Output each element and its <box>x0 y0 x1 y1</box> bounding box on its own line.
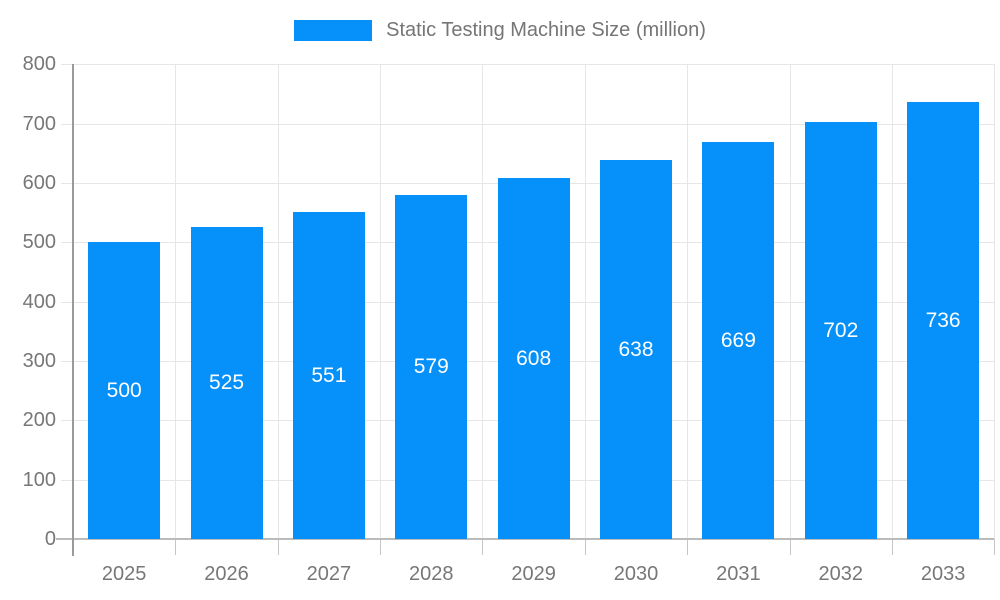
x-axis-tick <box>687 539 689 555</box>
x-axis-tick <box>584 539 586 555</box>
x-axis-tick <box>994 539 996 555</box>
y-axis-label: 800 <box>22 53 56 76</box>
y-axis-label: 300 <box>22 349 56 372</box>
bar-2032: 702 <box>804 122 877 539</box>
legend-item[interactable]: Static Testing Machine Size (million) <box>0 19 1000 42</box>
x-axis-tick <box>789 539 791 555</box>
bar-value-label: 579 <box>413 355 449 379</box>
x-gridline <box>277 64 279 539</box>
x-axis-label: 2031 <box>716 563 761 585</box>
x-axis-label: 2026 <box>204 563 249 585</box>
y-axis-label: 600 <box>22 171 56 194</box>
bar-value-label: 551 <box>311 363 347 387</box>
bar-2027: 551 <box>292 212 365 539</box>
x-axis-tick <box>380 539 382 555</box>
bar-2026: 525 <box>190 227 263 539</box>
x-gridline <box>891 64 893 539</box>
x-axis-label: 2025 <box>101 563 147 585</box>
bar-value-label: 669 <box>720 328 756 352</box>
bar-2028: 579 <box>395 195 468 539</box>
y-axis-label: 200 <box>22 409 56 432</box>
x-gridline <box>380 64 382 539</box>
y-gridline <box>61 64 995 66</box>
x-axis-tick <box>891 539 893 555</box>
y-axis-line <box>72 64 74 556</box>
y-axis-label: 700 <box>22 112 56 135</box>
x-axis-label: 2032 <box>818 563 863 585</box>
x-axis-label: 2030 <box>613 563 659 585</box>
x-axis-tick <box>277 539 279 555</box>
x-gridline <box>175 64 177 539</box>
x-gridline <box>994 64 996 539</box>
y-axis-label: 500 <box>22 231 56 254</box>
bar-2033: 736 <box>907 102 980 539</box>
x-gridline <box>584 64 586 539</box>
bar-2025: 500 <box>88 242 161 539</box>
x-gridline <box>789 64 791 539</box>
x-axis-tick <box>175 539 177 555</box>
x-gridline <box>687 64 689 539</box>
x-axis-label: 2028 <box>409 563 454 585</box>
x-axis-label: 2033 <box>920 563 966 585</box>
bar-2030: 638 <box>600 160 673 539</box>
legend-label: Static Testing Machine Size (million) <box>386 19 706 41</box>
x-axis-label: 2027 <box>306 563 352 585</box>
bar-value-label: 638 <box>618 337 654 361</box>
bar-value-label: 736 <box>925 308 961 332</box>
y-axis-label: 400 <box>22 290 56 313</box>
y-axis-label: 0 <box>44 528 56 550</box>
bar-value-label: 525 <box>209 371 245 395</box>
bar-2031: 669 <box>702 142 775 539</box>
x-axis-tick <box>482 539 484 555</box>
bar-value-label: 500 <box>106 378 142 402</box>
bar-value-label: 702 <box>823 318 859 342</box>
bar-value-label: 608 <box>516 346 552 370</box>
x-axis-line <box>56 538 995 540</box>
legend-swatch-icon <box>294 20 373 41</box>
bar-2029: 608 <box>497 178 570 539</box>
y-gridline <box>61 123 995 125</box>
y-axis-label: 100 <box>22 468 56 491</box>
x-axis-label: 2029 <box>511 563 556 585</box>
x-gridline <box>482 64 484 539</box>
